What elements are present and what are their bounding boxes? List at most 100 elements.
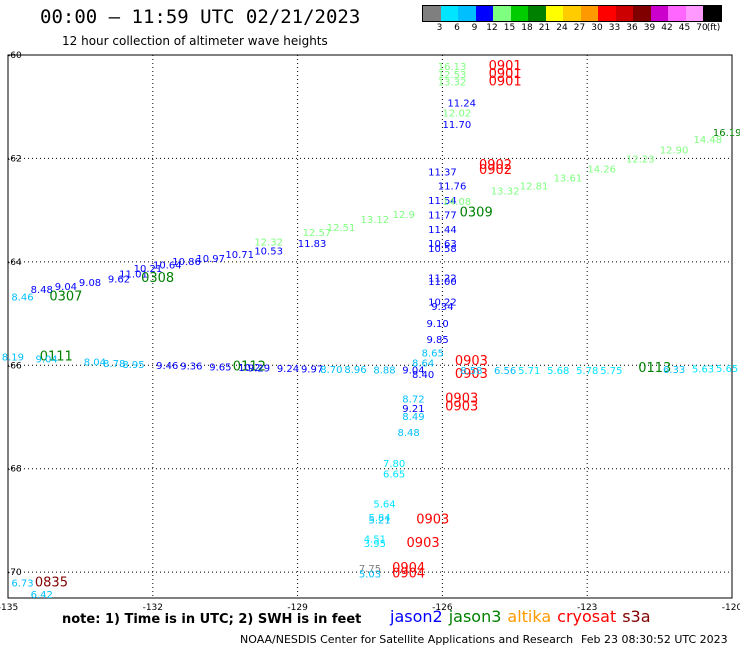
wave-height-label: 12.53: [438, 70, 467, 81]
wave-height-label: 10.63: [428, 239, 457, 250]
wave-height-label: 8.04: [84, 357, 106, 368]
wave-height-label: 5.68: [547, 366, 569, 377]
wave-height-label: 12.81: [520, 181, 549, 192]
wave-height-label: 9.21: [402, 404, 424, 415]
legend-swatch: [423, 6, 441, 21]
pass-time-label: 0901: [489, 67, 522, 82]
legend-swatch: [633, 6, 651, 21]
wave-height-label: 8.58: [460, 366, 482, 377]
wave-height-label: 6.42: [31, 590, 53, 601]
wave-height-label: 14.26: [587, 164, 616, 175]
wave-height-label: 9.36: [180, 361, 202, 372]
legend-label: 36: [626, 23, 638, 33]
pass-time-label: 0903: [407, 536, 440, 551]
legend-swatch: [598, 6, 616, 21]
wave-height-label: 11.54: [428, 196, 457, 207]
wave-height-label: 10.71: [225, 250, 254, 261]
wave-height-label: 5.75: [600, 366, 622, 377]
wave-height-label: 11.77: [428, 210, 457, 221]
wave-height-label: 9.85: [426, 335, 448, 346]
x-tick-label: -129: [287, 603, 308, 610]
x-tick-label: -135: [0, 603, 18, 610]
legend-label: 15: [503, 23, 516, 33]
page-title: 00:00 — 11:59 UTC 02/21/2023: [40, 6, 361, 28]
pass-time-label: 0904: [392, 566, 425, 581]
legend-label: 27: [573, 23, 586, 33]
satellite-name: altika: [507, 607, 552, 626]
pass-time-label: 0903: [416, 513, 449, 528]
wave-height-label: 7.75: [359, 564, 381, 575]
pass-time-label: 0113: [638, 361, 671, 376]
wave-height-label: 3.95: [364, 539, 386, 550]
axis-tick-labels: -135 -132 -129 -126 -123 -120 -60 -62 -64 -66 -68 -…: [0, 51, 740, 610]
wave-height-label: 10.97: [196, 254, 225, 265]
wave-height-label: 5.84: [369, 513, 391, 524]
wave-height-label: 11.01: [119, 269, 148, 280]
pass-time-label: 0901: [489, 59, 522, 74]
pass-time-label: 0903: [455, 367, 488, 382]
wave-height-label: 5.78: [576, 366, 598, 377]
wave-height-label: 5.63: [692, 365, 714, 376]
legend-swatch: [668, 6, 686, 21]
footer-credit: NOAA/NESDIS Center for Satellite Applica…: [240, 633, 574, 646]
legend-label: 30: [591, 23, 603, 33]
wave-height-label: 9.24: [277, 364, 299, 375]
wave-height-label: 8.88: [373, 366, 395, 377]
legend-swatch: [510, 6, 528, 21]
wave-height-label: 11.22: [428, 274, 457, 285]
legend-swatch: [615, 6, 633, 21]
wave-height-label: 5.03: [359, 569, 381, 580]
pass-time-label: 0308: [141, 271, 174, 286]
wave-height-label: 5.21: [369, 516, 391, 527]
pass-time-label: 0901: [489, 75, 522, 90]
satellite-name: cryosat: [557, 607, 617, 626]
wave-height-label: 13.12: [361, 215, 390, 226]
pass-time-label: 0904: [392, 561, 425, 576]
wave-height-label: 12.32: [254, 237, 283, 248]
legend-label: 39: [643, 23, 656, 33]
wave-height-label: 9.08: [79, 278, 101, 289]
wave-height-label: 6.65: [383, 470, 405, 481]
legend-label: 3: [436, 23, 443, 33]
wave-height-label: 14.08: [443, 197, 472, 208]
wave-height-label: 11.37: [428, 167, 457, 178]
y-tick-label: -66: [7, 361, 22, 371]
wave-height-label: 8.48: [31, 285, 53, 296]
legend-label: 70: [696, 23, 708, 33]
wave-height-label: 11.70: [443, 120, 472, 131]
wave-height-label: 5.64: [373, 500, 395, 511]
wave-height-label: 9.04: [35, 355, 57, 366]
wave-height-label: 8.96: [344, 365, 366, 376]
wave-height-label: 9.46: [156, 361, 178, 372]
wave-height-label: 8.40: [412, 370, 434, 381]
pass-time-label: 0903: [455, 354, 488, 369]
legend-swatch: [580, 6, 598, 21]
y-tick-label: -70: [7, 568, 22, 578]
legend-swatch: [545, 6, 563, 21]
wave-height-label: 13.32: [491, 187, 520, 198]
wave-height-label: 14.48: [694, 135, 723, 146]
wave-height-label: 6.33: [663, 365, 685, 376]
satellite-tracks: 16.1312.5313.3209010901090111.2412.0211.…: [2, 59, 740, 601]
wave-height-label: 13.32: [438, 78, 467, 89]
legend-label: 12: [486, 23, 498, 33]
pass-time-label: 0112: [233, 359, 266, 374]
wave-height-label: 4.51: [364, 535, 386, 546]
satellite-name: jason3: [448, 607, 502, 626]
legend-label: 9: [471, 23, 478, 33]
wave-height-label: 13.61: [554, 174, 583, 185]
legend-swatch: [563, 6, 581, 21]
grid-lines: [8, 55, 732, 598]
wave-height-label: 10.21: [134, 264, 163, 275]
wave-height-label: 11.83: [298, 239, 327, 250]
wave-height-label: 12.9: [393, 210, 415, 221]
wave-height-label: 16.13: [438, 62, 467, 73]
legend-swatch: [650, 6, 668, 21]
wave-height-label: 6.73: [11, 579, 33, 590]
x-tick-label: -126: [432, 603, 453, 610]
wave-height-label: 9.62: [108, 275, 130, 286]
wave-height-label: 12.02: [443, 109, 472, 120]
map-frame: [7, 54, 733, 599]
wave-height-label: 8.19: [2, 353, 24, 364]
legend-label: 42: [661, 23, 673, 33]
